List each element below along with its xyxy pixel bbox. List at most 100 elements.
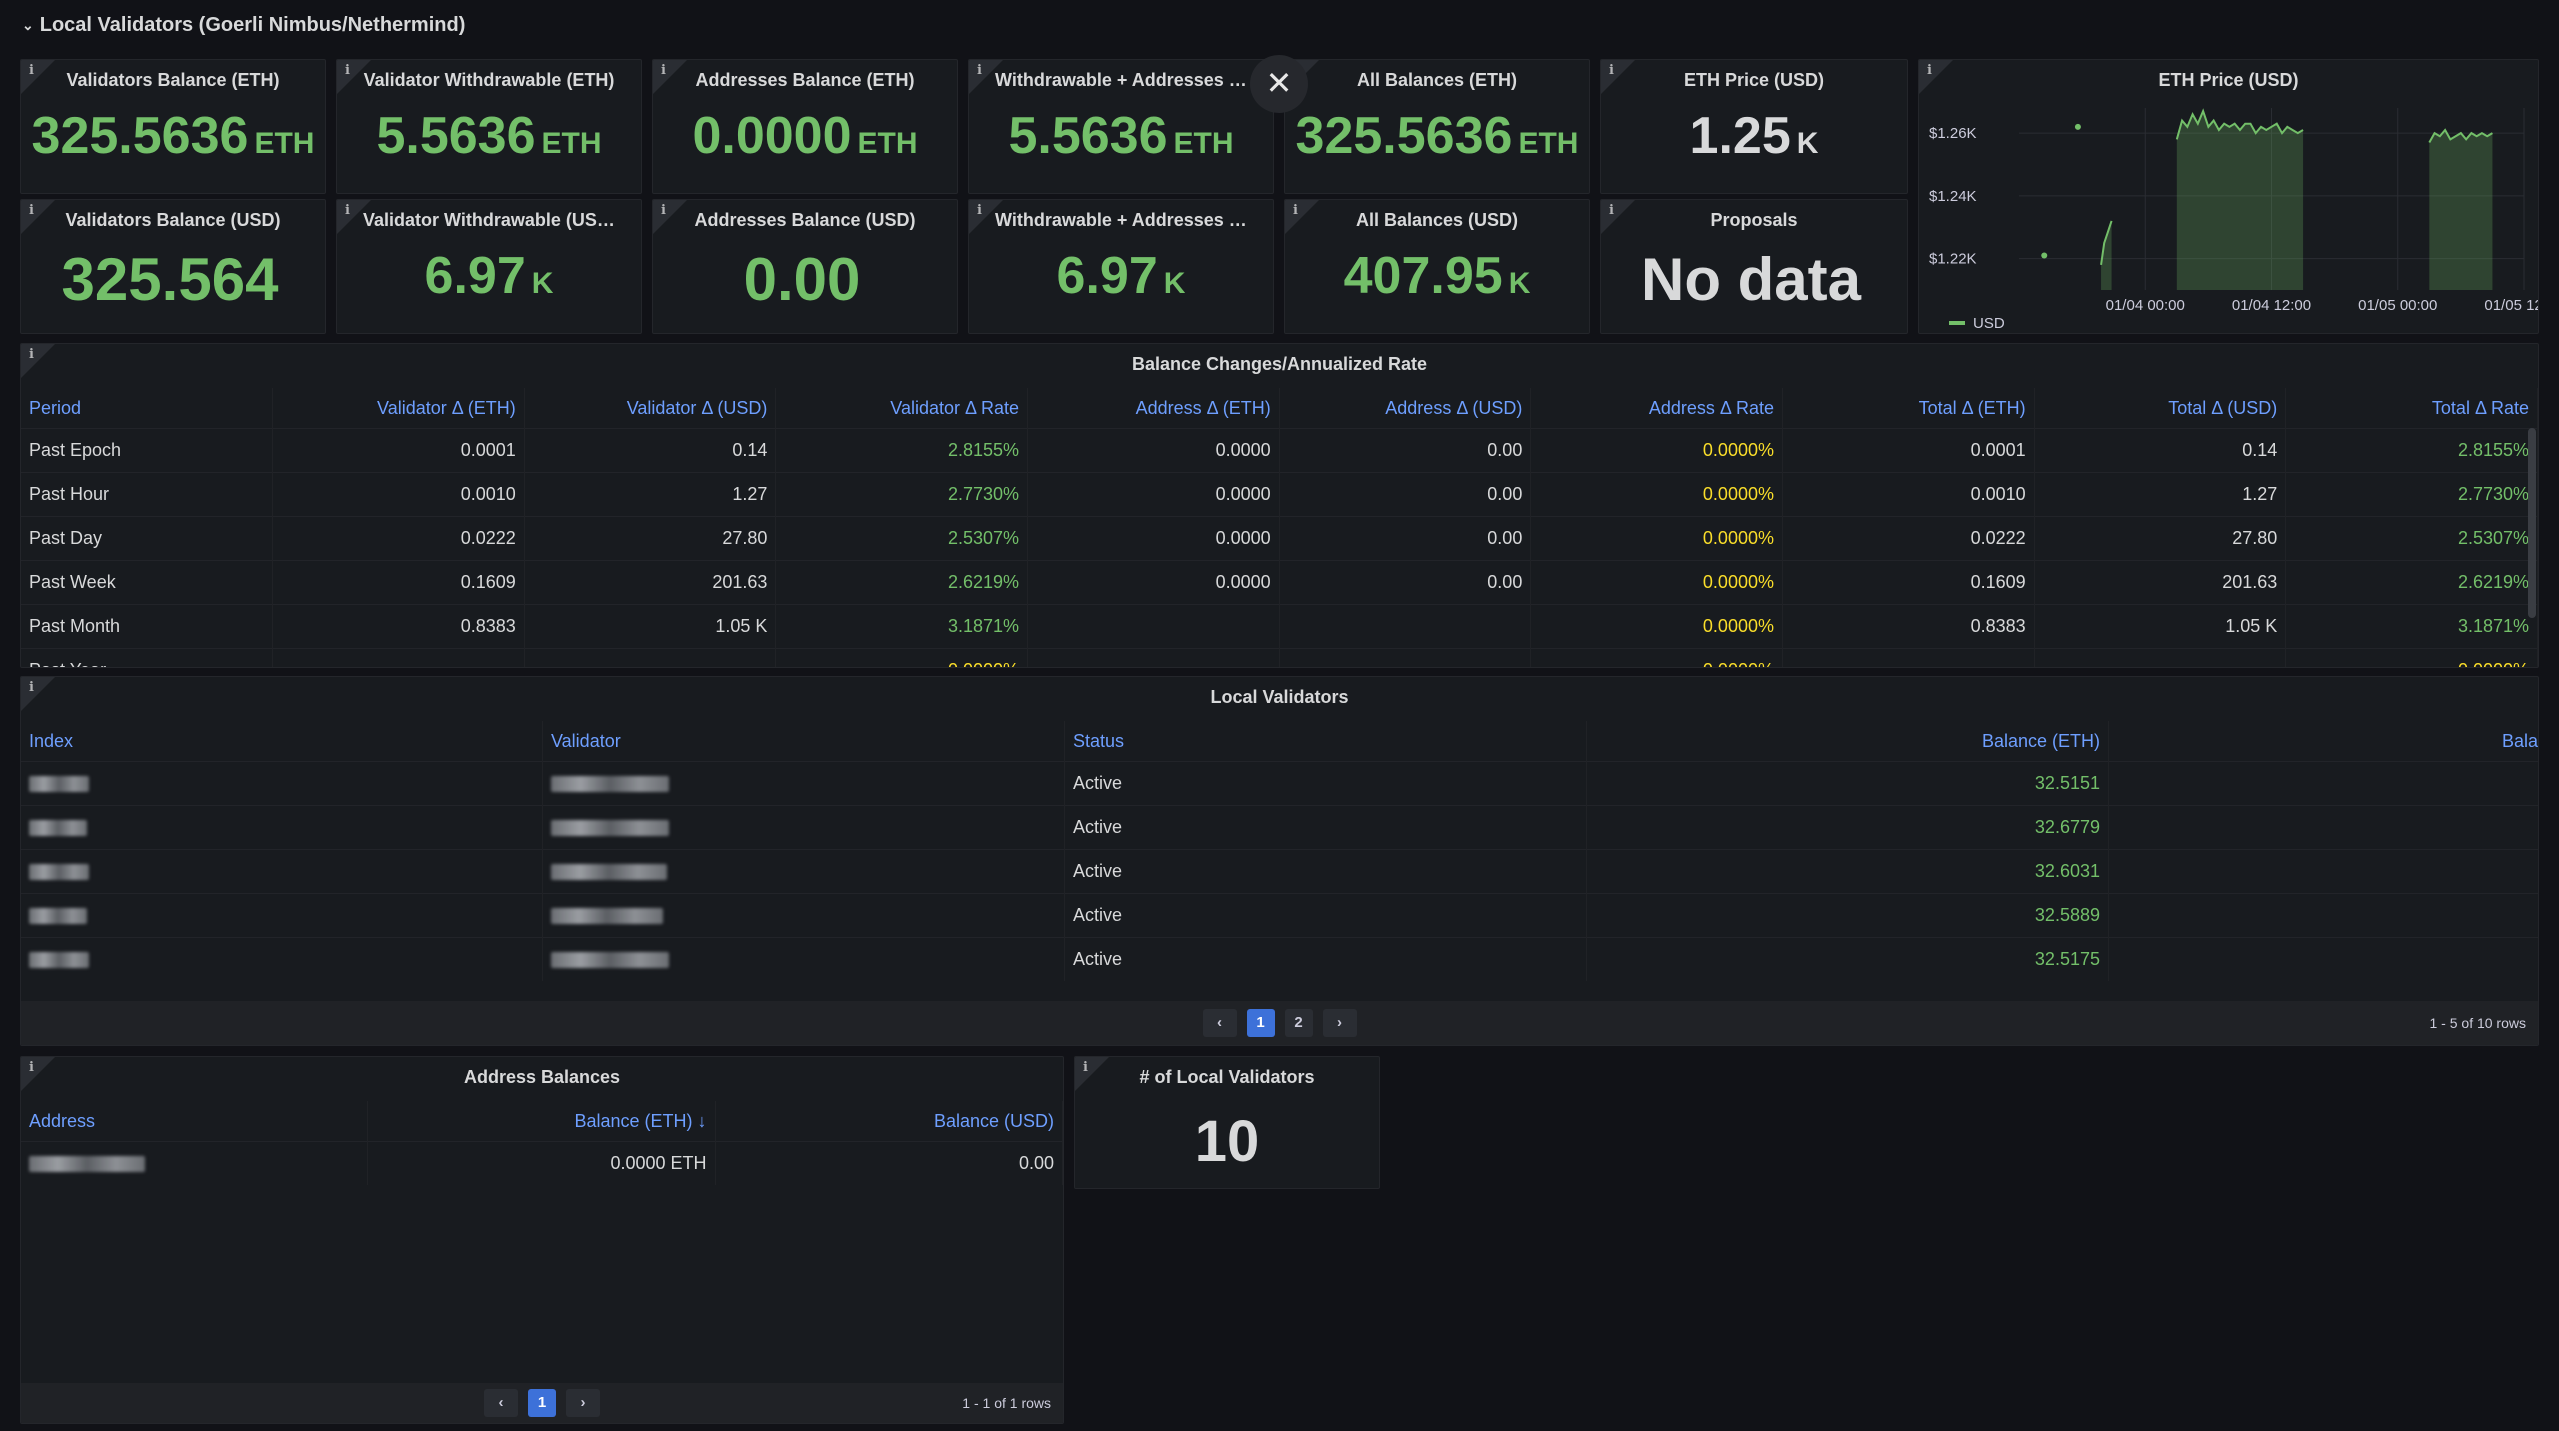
area-fill xyxy=(2176,111,2304,290)
eth-price-chart[interactable]: $1.22K $1.24K $1.26K 01/04 00:00 01/04 12:00… xyxy=(1919,100,2538,334)
prev-page-button[interactable]: ‹ xyxy=(1202,1009,1237,1037)
column-header[interactable]: Balance (USD) xyxy=(2108,721,2538,762)
stat-number: 5.5636 xyxy=(1008,107,1168,165)
validator-cell[interactable] xyxy=(542,937,1065,981)
index-cell[interactable] xyxy=(21,849,543,894)
table-cell: 2.6219% xyxy=(2285,560,2538,605)
info-icon[interactable]: i xyxy=(29,347,34,362)
column-header[interactable]: Address Δ (USD) xyxy=(1279,388,1532,429)
column-header[interactable]: Validator Δ (USD) xyxy=(524,388,777,429)
stat-number: 325.564 xyxy=(61,246,279,313)
column-header[interactable]: Address Δ (ETH) xyxy=(1027,388,1280,429)
column-header[interactable]: Address Δ Rate xyxy=(1530,388,1783,429)
table-cell: Past Week xyxy=(21,560,274,605)
local-validators-panel: i Local Validators Index Validator Status B… xyxy=(20,676,2539,1046)
info-icon[interactable]: i xyxy=(29,680,34,695)
info-icon[interactable]: i xyxy=(1609,63,1614,78)
info-icon[interactable]: i xyxy=(661,63,666,78)
column-header[interactable]: Status xyxy=(1064,721,1587,762)
balance-eth-cell: 32.6031 xyxy=(1586,849,2109,894)
table-cell: Past Day xyxy=(21,516,274,561)
page-2-button[interactable]: 2 xyxy=(1284,1009,1313,1037)
column-header[interactable]: Balance (ETH) ↓ xyxy=(367,1101,716,1142)
area-fill xyxy=(2101,220,2112,290)
address-cell[interactable] xyxy=(21,1141,368,1185)
table-cell: 0.0000% xyxy=(1530,472,1783,517)
next-page-button[interactable]: › xyxy=(566,1389,600,1417)
info-icon[interactable]: i xyxy=(1293,203,1298,218)
table-cell: 2.5307% xyxy=(2285,516,2538,561)
table-cell: 27.80 xyxy=(2034,516,2287,561)
stat-value: 0.0000 ETH xyxy=(653,110,957,162)
index-cell[interactable] xyxy=(21,937,543,981)
stat-panel: i Addresses Balance (ETH) 0.0000 ETH xyxy=(652,59,958,194)
validator-cell[interactable] xyxy=(542,761,1065,806)
index-cell[interactable] xyxy=(21,893,543,938)
info-icon[interactable]: i xyxy=(661,203,666,218)
close-button[interactable]: ✕ xyxy=(1250,55,1308,113)
table-cell: 0.0000% xyxy=(1530,648,1783,667)
info-icon[interactable]: i xyxy=(29,203,34,218)
info-icon[interactable]: i xyxy=(1083,1060,1088,1075)
column-header[interactable]: Validator xyxy=(542,721,1065,762)
column-header[interactable]: Validator Δ (ETH) xyxy=(272,388,525,429)
table-cell: 1.27 xyxy=(2034,472,2287,517)
table-cell: 0.0000% xyxy=(1530,428,1783,473)
column-header[interactable]: Balance (USD) xyxy=(715,1101,1063,1142)
info-icon[interactable]: i xyxy=(29,1060,34,1075)
column-header[interactable]: Address xyxy=(21,1101,368,1142)
series-line xyxy=(2428,128,2493,144)
scrollbar[interactable] xyxy=(2528,428,2536,618)
info-icon[interactable]: i xyxy=(345,203,350,218)
row-header[interactable]: ⌄ Local Validators (Goerli Nimbus/Nether… xyxy=(22,14,465,37)
table-cell: 1.27 xyxy=(524,472,777,517)
column-header[interactable]: Total Δ (ETH) xyxy=(1782,388,2035,429)
prev-page-button[interactable]: ‹ xyxy=(484,1389,518,1417)
status-cell: Active xyxy=(1064,805,1587,850)
info-icon[interactable]: i xyxy=(977,63,982,78)
table-cell: 0.8383 xyxy=(1782,604,2035,649)
validator-cell[interactable] xyxy=(542,805,1065,850)
panel-title: ETH Price (USD) xyxy=(1683,70,1825,90)
panel-title: # of Local Validators xyxy=(1139,1067,1315,1087)
column-header[interactable]: Total Δ (USD) xyxy=(2034,388,2287,429)
table-cell: 2.6219% xyxy=(775,560,1029,605)
page-1-button[interactable]: 1 xyxy=(528,1389,556,1417)
data-point xyxy=(2074,123,2081,130)
info-icon[interactable]: i xyxy=(1927,63,1932,78)
index-cell[interactable] xyxy=(21,761,543,806)
page-1-button[interactable]: 1 xyxy=(1246,1009,1275,1037)
y-tick-label: $1.24K xyxy=(1929,188,1977,205)
validator-cell[interactable] xyxy=(542,893,1065,938)
column-header[interactable]: Total Δ Rate xyxy=(2285,388,2538,429)
stat-value: 325.5636 ETH xyxy=(21,110,325,162)
panel-title: Addresses Balance (USD) xyxy=(694,210,916,230)
table-cell: 2.7730% xyxy=(775,472,1029,517)
next-page-button[interactable]: › xyxy=(1322,1009,1357,1037)
stat-value: No data xyxy=(1601,250,1907,310)
panel-title: Validator Withdrawable (ETH) xyxy=(363,70,615,90)
column-header[interactable]: Period xyxy=(21,388,274,429)
stat-number: 325.5636 xyxy=(31,107,249,165)
table-cell: 2.8155% xyxy=(775,428,1029,473)
info-icon[interactable]: i xyxy=(1609,203,1614,218)
table-cell: 0.0000% xyxy=(1530,560,1783,605)
info-icon[interactable]: i xyxy=(977,203,982,218)
balance-changes-table: Period Validator Δ (ETH) Validator Δ (USD)… xyxy=(21,388,2538,667)
info-icon[interactable]: i xyxy=(29,63,34,78)
column-header[interactable]: Index xyxy=(21,721,543,762)
info-icon[interactable]: i xyxy=(345,63,350,78)
x-tick-label: 01/04 00:00 xyxy=(2106,297,2185,314)
balance-changes-panel: i Balance Changes/Annualized Rate Period… xyxy=(20,343,2539,668)
column-header[interactable]: Balance (ETH) xyxy=(1586,721,2109,762)
panel-title: Withdrawable + Addresses (USD) xyxy=(995,210,1273,230)
stat-panel: i Validator Withdrawable (USD) 6.97 K xyxy=(336,199,642,334)
index-cell[interactable] xyxy=(21,805,543,850)
column-header[interactable]: Validator Δ Rate xyxy=(775,388,1029,429)
validator-cell[interactable] xyxy=(542,849,1065,894)
stat-number: 0.00 xyxy=(743,246,861,313)
chevron-down-icon[interactable]: ⌄ xyxy=(22,17,34,33)
